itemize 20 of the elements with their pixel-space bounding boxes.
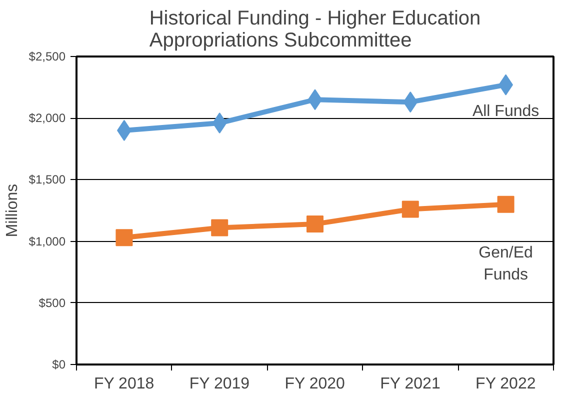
- y-axis-title: Millions: [4, 184, 21, 238]
- x-tick-label: FY 2018: [94, 376, 154, 392]
- y-tick-label: $1,500: [28, 172, 66, 187]
- x-tick-label: FY 2021: [380, 376, 440, 392]
- x-tick-label: FY 2019: [189, 376, 250, 392]
- y-tick-label: $500: [38, 296, 66, 310]
- text: Gen/Ed Funds: [478, 244, 533, 284]
- point: [497, 196, 514, 213]
- series-label: All Funds: [472, 102, 540, 120]
- y-tick-label: $2,000: [28, 111, 66, 126]
- y-tick-label: $2,500: [28, 50, 66, 64]
- point: [402, 200, 419, 218]
- y-tick-label: $0: [52, 358, 66, 372]
- y-tick-label: $1,000: [28, 234, 66, 248]
- point: [306, 216, 324, 233]
- point: [211, 219, 228, 236]
- chart-title: Historical Funding - Higher Education Appropriations Subcommittee: [149, 8, 481, 52]
- point: [116, 229, 133, 246]
- x-tick-label: FY 2020: [284, 376, 346, 392]
- x-tick-label: FY 2022: [476, 376, 536, 392]
